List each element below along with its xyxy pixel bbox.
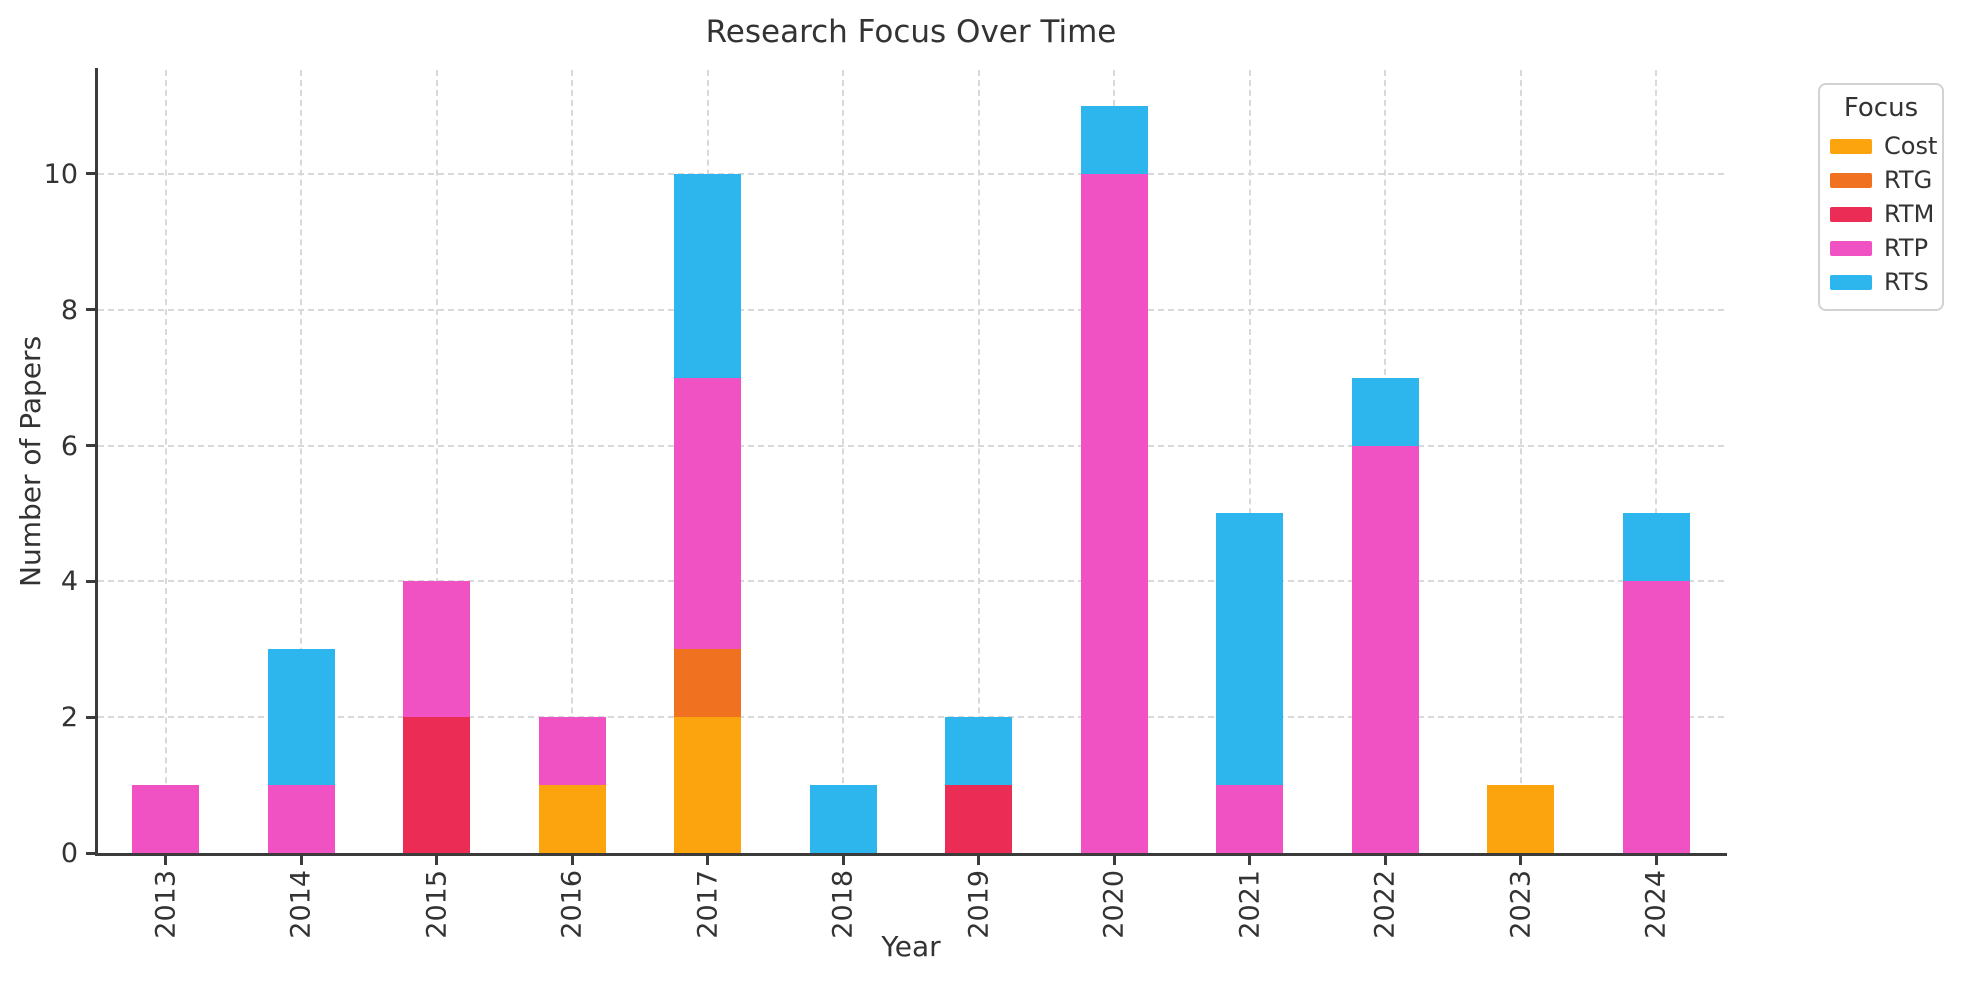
- y-tick-label: 8: [60, 294, 78, 326]
- legend-label-RTS: RTS: [1884, 268, 1929, 296]
- gridline-horizontal: [98, 172, 1724, 175]
- legend-swatch-RTM: [1830, 206, 1872, 222]
- legend-title: Focus: [1843, 93, 1919, 123]
- legend-label-RTP: RTP: [1884, 234, 1929, 262]
- x-tick-mark: [1383, 856, 1387, 865]
- x-tick-label: 2020: [1098, 870, 1130, 939]
- bar-segment-2022-RTS: [1351, 377, 1419, 446]
- legend-item-RTG: RTG: [1830, 163, 1932, 197]
- x-tick-mark: [164, 856, 168, 865]
- gridline-horizontal: [98, 716, 1724, 719]
- bar-segment-2013-RTP: [132, 785, 200, 853]
- bar-segment-2018-RTS: [809, 785, 877, 853]
- gridline-vertical: [1655, 70, 1658, 853]
- legend-label-RTG: RTG: [1884, 166, 1933, 194]
- x-tick-mark: [841, 856, 845, 865]
- y-tick-mark: [86, 308, 95, 312]
- x-tick-label: 2023: [1505, 870, 1537, 939]
- gridline-horizontal: [98, 580, 1724, 583]
- legend-label-RTM: RTM: [1884, 200, 1935, 228]
- bar-segment-2014-RTP: [267, 785, 335, 853]
- gridline-vertical: [1248, 70, 1251, 853]
- gridline-vertical: [1519, 70, 1522, 853]
- legend-item-Cost: Cost: [1830, 129, 1937, 163]
- legend-swatch-Cost: [1830, 138, 1872, 154]
- gridline-vertical: [571, 70, 574, 853]
- y-tick-mark: [86, 579, 95, 583]
- gridline-horizontal: [98, 444, 1724, 447]
- x-tick-mark: [1519, 856, 1523, 865]
- x-tick-mark: [977, 856, 981, 865]
- x-axis-label: Year: [881, 930, 941, 963]
- gridline-vertical: [842, 70, 845, 853]
- legend-swatch-RTP: [1830, 240, 1872, 256]
- x-tick-mark: [1248, 856, 1252, 865]
- bar-segment-2014-RTS: [267, 649, 335, 786]
- bar-segment-2015-RTM: [403, 717, 471, 853]
- x-tick-mark: [1112, 856, 1116, 865]
- legend-label-Cost: Cost: [1884, 132, 1938, 160]
- gridline-vertical: [164, 70, 167, 853]
- gridline-horizontal: [98, 308, 1724, 311]
- bar-segment-2019-RTM: [945, 785, 1013, 853]
- gridline-vertical: [977, 70, 980, 853]
- gridline-vertical: [435, 70, 438, 853]
- legend-swatch-RTG: [1830, 172, 1872, 188]
- bar-segment-2017-RTG: [674, 649, 742, 718]
- bar-segment-2021-RTS: [1216, 513, 1284, 786]
- legend-item-RTP: RTP: [1830, 231, 1932, 265]
- x-tick-label: 2016: [556, 870, 588, 939]
- y-tick-label: 6: [60, 430, 78, 462]
- bar-segment-2015-RTP: [403, 581, 471, 718]
- y-tick-mark: [86, 851, 95, 855]
- x-tick-label: 2019: [963, 870, 995, 939]
- bar-segment-2024-RTP: [1622, 581, 1690, 853]
- x-tick-mark: [706, 856, 710, 865]
- y-tick-label: 0: [60, 838, 78, 869]
- x-tick-label: 2014: [285, 870, 317, 939]
- legend-item-RTM: RTM: [1830, 197, 1935, 231]
- bar-segment-2016-RTP: [538, 717, 606, 786]
- y-axis-spine: [95, 68, 98, 856]
- x-tick-label: 2015: [421, 870, 453, 939]
- bar-segment-2017-Cost: [674, 717, 742, 853]
- legend: Focus Cost RTG RTM RTP RTS: [1818, 83, 1944, 311]
- x-tick-mark: [435, 856, 439, 865]
- legend-items: Cost RTG RTM RTP RTS: [1830, 129, 1937, 299]
- x-tick-label: 2013: [150, 870, 182, 939]
- bar-segment-2016-Cost: [538, 785, 606, 853]
- y-tick-mark: [86, 444, 95, 448]
- legend-item-RTS: RTS: [1830, 265, 1932, 299]
- bar-segment-2020-RTP: [1080, 173, 1148, 853]
- bar-segment-2019-RTS: [945, 717, 1013, 786]
- y-tick-mark: [86, 172, 95, 176]
- bar-segment-2017-RTS: [674, 173, 742, 378]
- plot-area: [98, 70, 1724, 853]
- bar-segment-2021-RTP: [1216, 785, 1284, 853]
- x-tick-mark: [299, 856, 303, 865]
- bar-segment-2023-Cost: [1487, 785, 1555, 853]
- x-tick-label: 2018: [827, 870, 859, 939]
- bar-segment-2024-RTS: [1622, 513, 1690, 582]
- y-tick-label: 2: [60, 702, 78, 734]
- bar-segment-2017-RTP: [674, 377, 742, 650]
- bar-segment-2020-RTS: [1080, 106, 1148, 174]
- y-tick-label: 4: [60, 566, 78, 598]
- x-tick-label: 2017: [692, 870, 724, 939]
- x-tick-label: 2022: [1369, 870, 1401, 939]
- x-axis-spine: [95, 853, 1727, 856]
- bar-segment-2022-RTP: [1351, 445, 1419, 853]
- x-tick-mark: [570, 856, 574, 865]
- legend-swatch-RTS: [1830, 274, 1872, 290]
- x-tick-label: 2021: [1234, 870, 1266, 939]
- y-tick-mark: [86, 715, 95, 719]
- gridline-vertical: [300, 70, 303, 853]
- y-tick-label: 10: [43, 158, 78, 190]
- x-tick-label: 2024: [1640, 870, 1672, 939]
- chart-title: Research Focus Over Time: [705, 14, 1117, 50]
- x-tick-mark: [1654, 856, 1658, 865]
